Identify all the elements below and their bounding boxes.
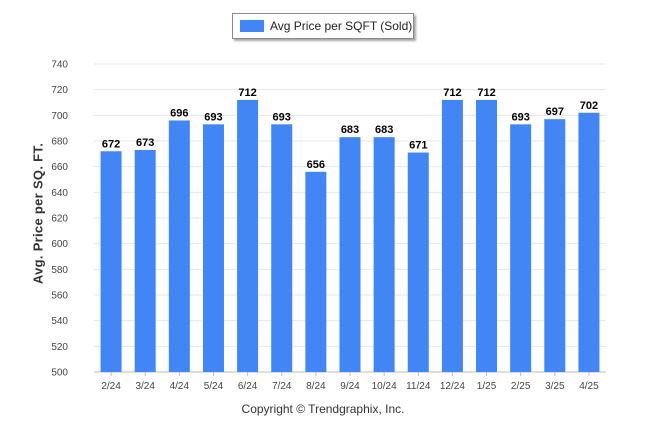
data-labels: 672 673 696 693 712 693 656 683 683 671 712 712 693 6… <box>102 87 598 171</box>
bar <box>476 99 498 372</box>
data-label: 693 <box>273 111 291 123</box>
y-axis-title: Avg. Price per SQ. FT. <box>30 142 46 285</box>
data-label: 697 <box>546 106 564 118</box>
x-tick-label: 6/24 <box>238 381 258 392</box>
x-tick-label: 3/25 <box>545 381 565 392</box>
x-tick-label: 5/24 <box>204 381 224 392</box>
data-label: 693 <box>511 111 529 123</box>
y-tick-label: 660 <box>51 162 68 173</box>
x-tick-label: 7/24 <box>272 381 292 392</box>
x-tick-label: 2/24 <box>101 381 121 392</box>
data-label: 712 <box>477 87 495 99</box>
data-label: 683 <box>341 124 359 136</box>
x-tick-label: 1/25 <box>477 381 497 392</box>
bar <box>168 120 190 372</box>
data-label: 672 <box>102 138 120 150</box>
data-label: 683 <box>375 124 393 136</box>
data-label: 673 <box>136 137 154 149</box>
y-tick-label: 740 <box>51 60 68 71</box>
bar <box>271 124 293 372</box>
y-tick-label: 520 <box>51 342 68 353</box>
y-tick-label: 640 <box>51 188 68 199</box>
y-tick-label: 680 <box>51 137 68 148</box>
bar <box>407 152 429 372</box>
bar <box>578 112 600 373</box>
bar <box>202 124 224 372</box>
y-tick-label: 540 <box>51 316 68 327</box>
data-label: 671 <box>409 140 427 152</box>
legend-swatch <box>240 20 264 32</box>
data-label: 712 <box>443 87 461 99</box>
y-tick-label: 580 <box>51 265 68 276</box>
y-tick-label: 620 <box>51 214 68 225</box>
bar <box>373 137 395 372</box>
y-tick-label: 720 <box>51 85 68 96</box>
bar <box>510 124 532 372</box>
x-tick-label: 2/25 <box>511 381 531 392</box>
bar <box>339 137 361 372</box>
data-label: 702 <box>580 100 598 112</box>
data-label: 693 <box>204 111 222 123</box>
y-tick-label: 500 <box>51 368 68 379</box>
bars <box>100 99 600 373</box>
data-label: 696 <box>170 107 188 119</box>
x-tick-label: 8/24 <box>306 381 326 392</box>
bar <box>441 99 463 372</box>
x-tick-label: 10/24 <box>372 381 397 392</box>
y-tick-label: 700 <box>51 111 68 122</box>
x-tick-label: 4/24 <box>170 381 190 392</box>
bar <box>544 119 566 372</box>
x-tick-label: 12/24 <box>440 381 465 392</box>
bar <box>305 171 327 372</box>
x-tick-label: 11/24 <box>406 381 431 392</box>
copyright-text: Copyright © Trendgraphix, Inc. <box>241 402 405 416</box>
data-label: 656 <box>307 159 325 171</box>
legend-label: Avg Price per SQFT (Sold) <box>270 19 413 33</box>
x-tick-label: 4/25 <box>579 381 599 392</box>
legend: Avg Price per SQFT (Sold) <box>232 13 414 39</box>
y-tick-label: 600 <box>51 239 68 250</box>
data-label: 712 <box>238 87 256 99</box>
x-tick-label: 3/24 <box>135 381 155 392</box>
y-tick-label: 560 <box>51 291 68 302</box>
x-tick-labels: 2/24 3/24 4/24 5/24 6/24 7/24 8/24 9/24 10/24 11/… <box>101 372 599 392</box>
bar <box>134 149 156 372</box>
bar <box>100 151 122 372</box>
bar <box>237 99 259 372</box>
x-tick-label: 9/24 <box>340 381 360 392</box>
y-tick-labels: 500 520 540 560 580 600 620 640 660 680 700 720 740 <box>51 60 68 379</box>
